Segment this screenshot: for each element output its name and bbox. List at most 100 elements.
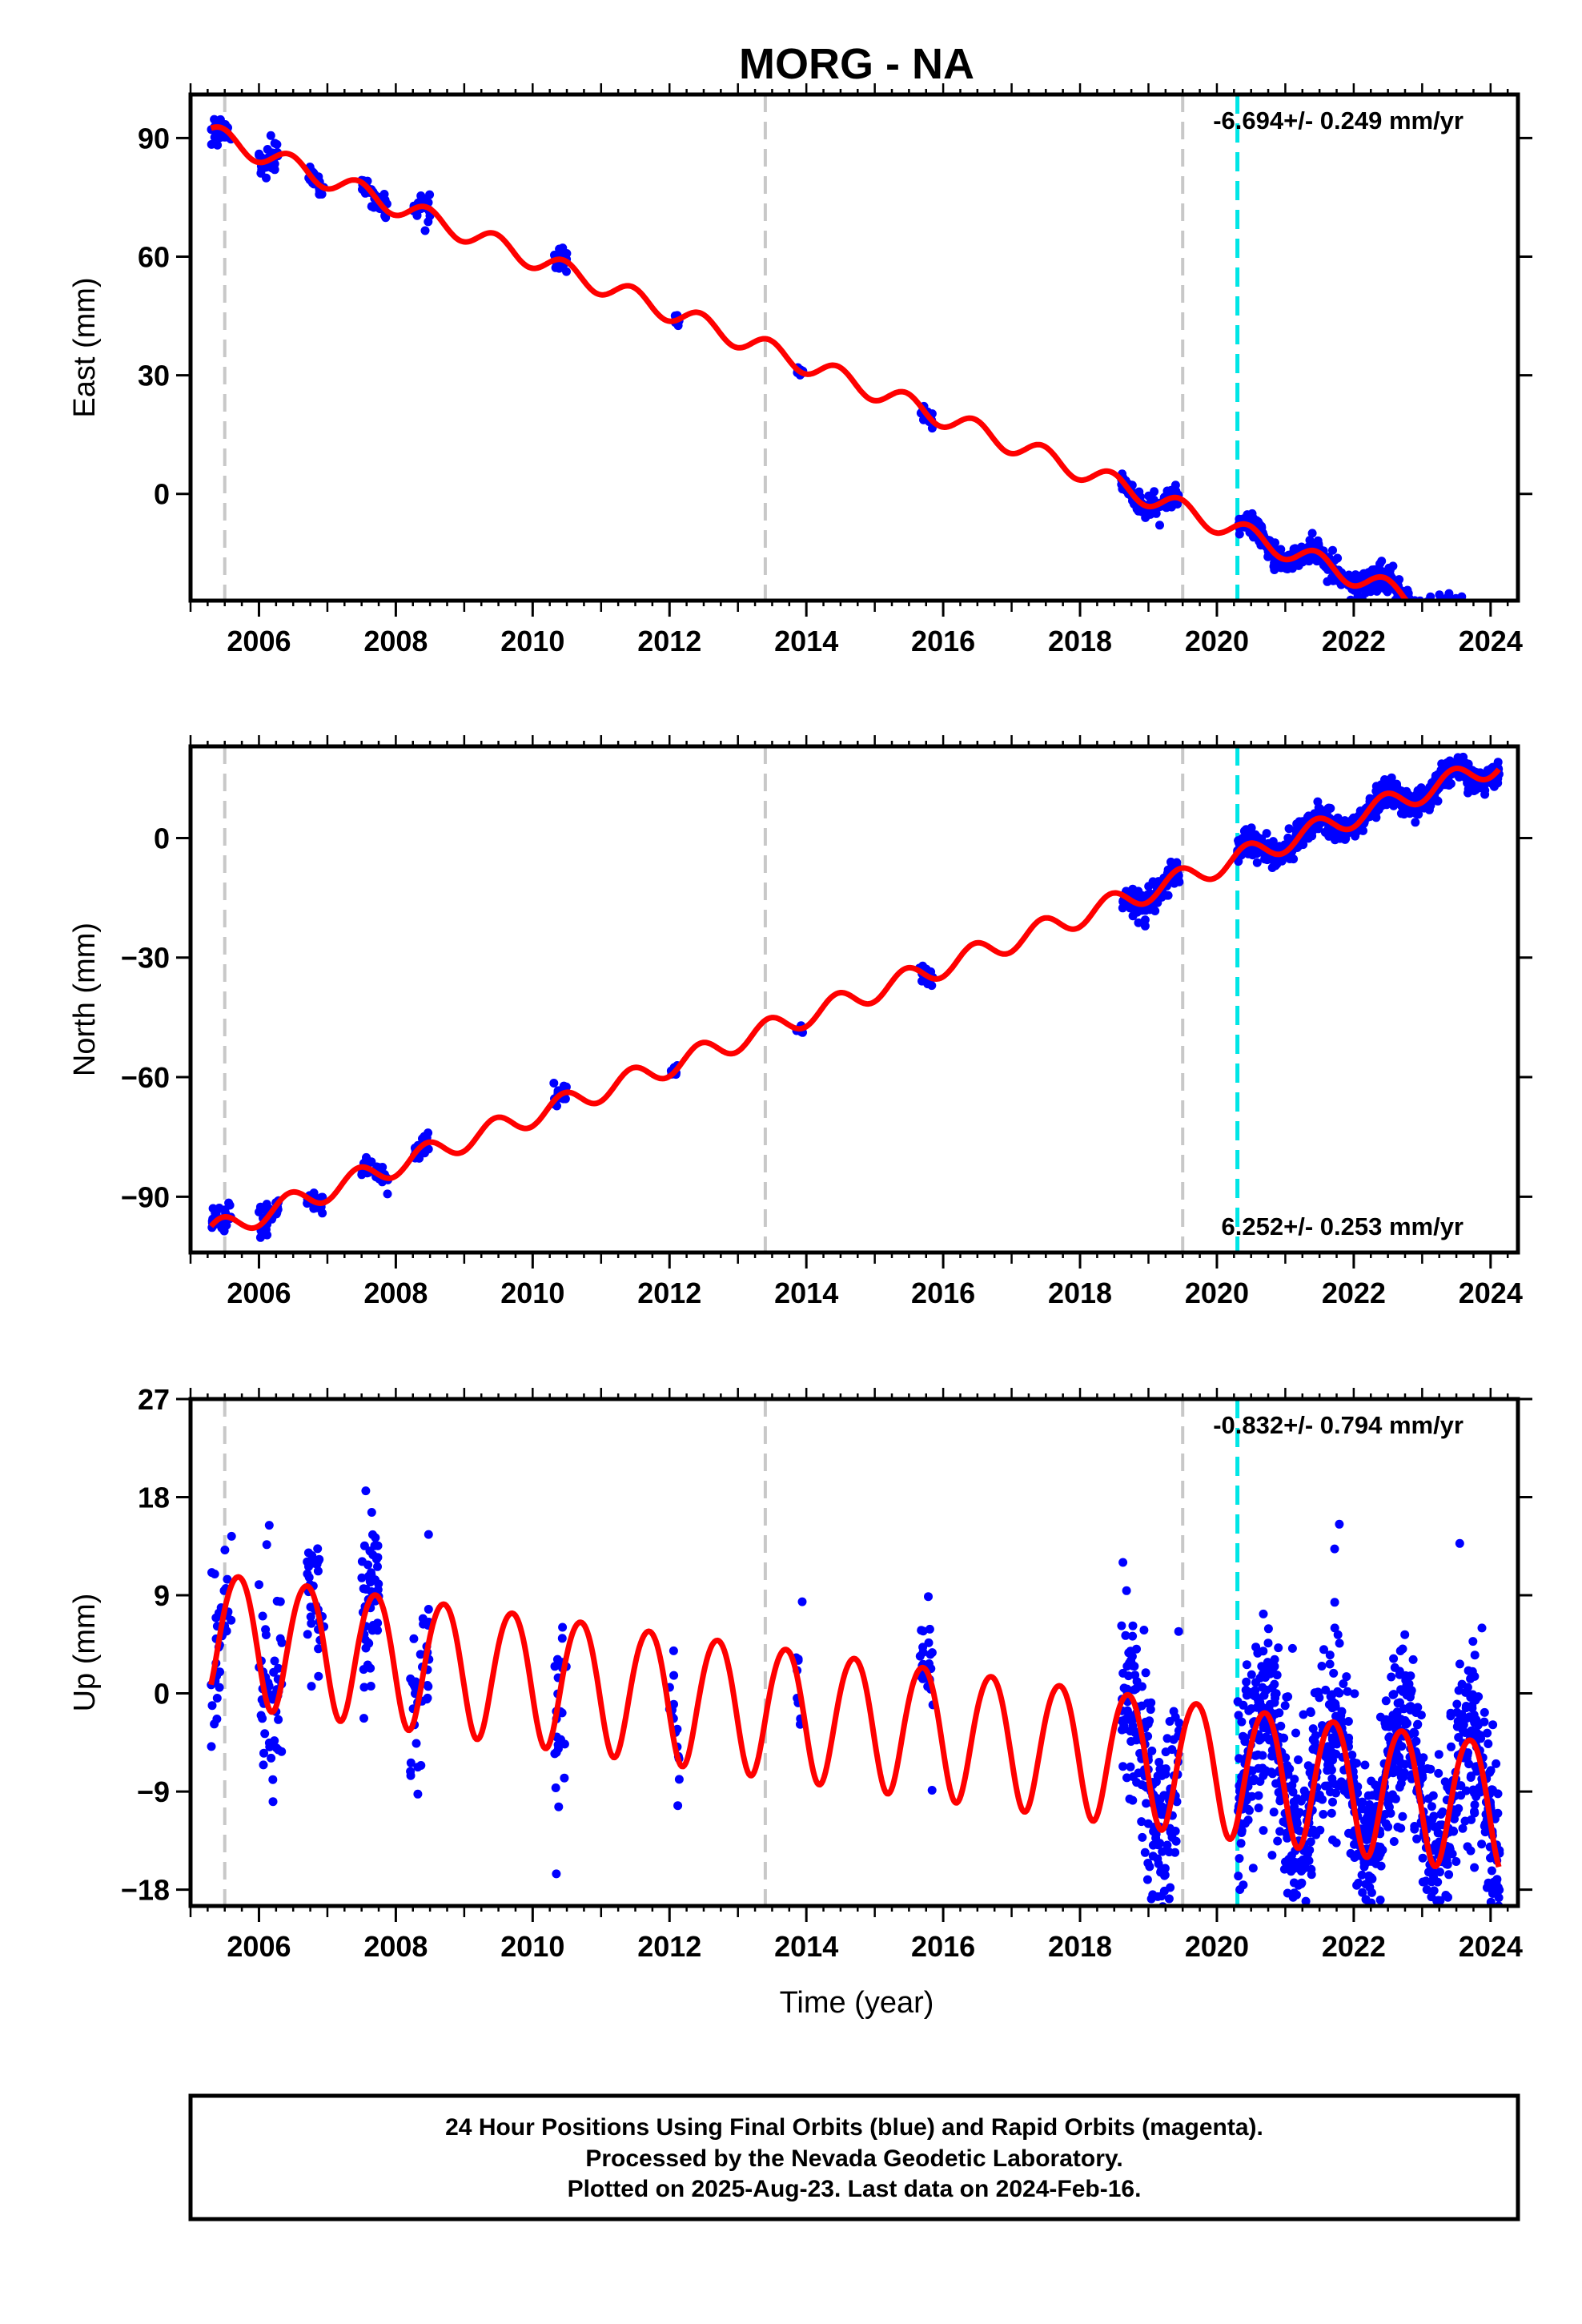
data-point: [270, 1656, 279, 1666]
data-point: [424, 1605, 433, 1614]
data-point: [1319, 1645, 1328, 1655]
data-point: [1253, 1750, 1263, 1759]
data-point: [1426, 609, 1435, 617]
data-point: [264, 1521, 274, 1530]
data-point: [313, 1544, 323, 1554]
data-point: [1118, 1762, 1128, 1771]
data-point: [1306, 1707, 1315, 1716]
data-point: [1258, 1763, 1267, 1773]
data-point: [1423, 602, 1431, 611]
data-point: [1403, 608, 1412, 617]
data-point: [1290, 1888, 1299, 1898]
x-tick-label: 2014: [774, 625, 838, 657]
data-point: [1384, 1795, 1394, 1805]
data-point: [1303, 1761, 1313, 1771]
data-point: [413, 1789, 423, 1799]
data-point: [1355, 1910, 1363, 1919]
data-point: [1417, 789, 1427, 798]
data-point: [1410, 1822, 1419, 1831]
data-point: [1360, 1760, 1370, 1770]
data-point: [1458, 609, 1467, 617]
x-tick-label: 2008: [363, 1277, 428, 1309]
data-point: [373, 1562, 382, 1571]
data-point: [256, 168, 266, 178]
data-point: [1259, 1647, 1268, 1656]
east-panel: 90 60 30 0 2006 2008 2010 2012 2014 2016 2018 2020 2…: [68, 83, 1532, 657]
data-point: [1234, 836, 1243, 846]
data-point: [1242, 1677, 1251, 1687]
data-point: [1407, 608, 1416, 617]
data-point: [1424, 611, 1433, 620]
data-point: [1374, 805, 1383, 814]
data-point: [1358, 1797, 1367, 1807]
data-point: [1306, 1837, 1315, 1847]
data-point: [1325, 1651, 1335, 1660]
data-point: [1454, 1803, 1464, 1813]
y-tick-label: 60: [138, 240, 170, 273]
data-point: [1257, 1662, 1267, 1671]
data-point: [1142, 1875, 1152, 1884]
data-point: [359, 1584, 368, 1594]
data-point: [1427, 1892, 1436, 1902]
data-point: [1461, 1687, 1470, 1697]
data-point: [412, 1739, 421, 1748]
data-point: [371, 1554, 381, 1564]
data-point: [1464, 1748, 1472, 1758]
data-point: [1407, 606, 1416, 615]
data-point: [1376, 566, 1386, 576]
data-point: [1412, 603, 1421, 612]
data-point: [260, 1729, 270, 1739]
data-point: [1439, 612, 1447, 621]
data-point: [927, 1786, 937, 1795]
up-data-points: [207, 1486, 1504, 1939]
data-point: [1297, 542, 1307, 552]
x-tick-label: 2006: [227, 1930, 291, 1963]
data-point: [1122, 1662, 1132, 1671]
data-point: [1130, 1671, 1140, 1680]
east-model-fit-line: [209, 124, 1450, 601]
data-point: [255, 1580, 263, 1590]
x-tick-label: 2008: [363, 1930, 428, 1963]
data-point: [1465, 611, 1474, 620]
data-point: [1330, 1598, 1339, 1607]
data-point: [1442, 1860, 1452, 1869]
data-point: [1477, 1623, 1487, 1633]
data-point: [1335, 1638, 1344, 1648]
data-point: [1412, 602, 1421, 611]
data-point: [1285, 1764, 1295, 1774]
data-point: [1418, 1853, 1427, 1863]
data-point: [424, 1128, 433, 1138]
data-point: [303, 1630, 312, 1639]
data-point: [210, 1719, 219, 1729]
data-point: [552, 1869, 561, 1879]
data-point: [1424, 805, 1434, 814]
y-tick-label: −60: [121, 1061, 170, 1094]
data-point: [1279, 1817, 1288, 1827]
data-point: [1294, 1880, 1303, 1890]
data-point: [1245, 1806, 1254, 1815]
data-point: [1425, 609, 1434, 617]
data-point: [1428, 1791, 1438, 1800]
data-point: [1145, 1862, 1154, 1872]
footer-box: 24 Hour Positions Using Final Orbits (bl…: [188, 2093, 1520, 2221]
data-point: [207, 1701, 217, 1711]
data-point: [1148, 1852, 1158, 1861]
data-point: [1402, 1691, 1411, 1700]
north-rate-label: 6.252+/- 0.253 mm/yr: [1222, 1212, 1464, 1240]
data-point: [1436, 1930, 1445, 1939]
data-point: [1147, 1746, 1157, 1755]
data-point: [1287, 1643, 1297, 1653]
data-point: [1323, 1748, 1332, 1758]
data-point: [227, 1531, 236, 1541]
data-point: [918, 1674, 928, 1683]
data-point: [275, 1597, 285, 1606]
data-point: [1118, 903, 1127, 913]
data-point: [1416, 609, 1425, 617]
data-point: [1279, 1733, 1288, 1743]
data-point: [383, 1189, 392, 1199]
data-point: [215, 1683, 224, 1692]
data-point: [1464, 612, 1472, 621]
data-point: [1381, 1696, 1391, 1706]
data-point: [674, 1775, 684, 1784]
